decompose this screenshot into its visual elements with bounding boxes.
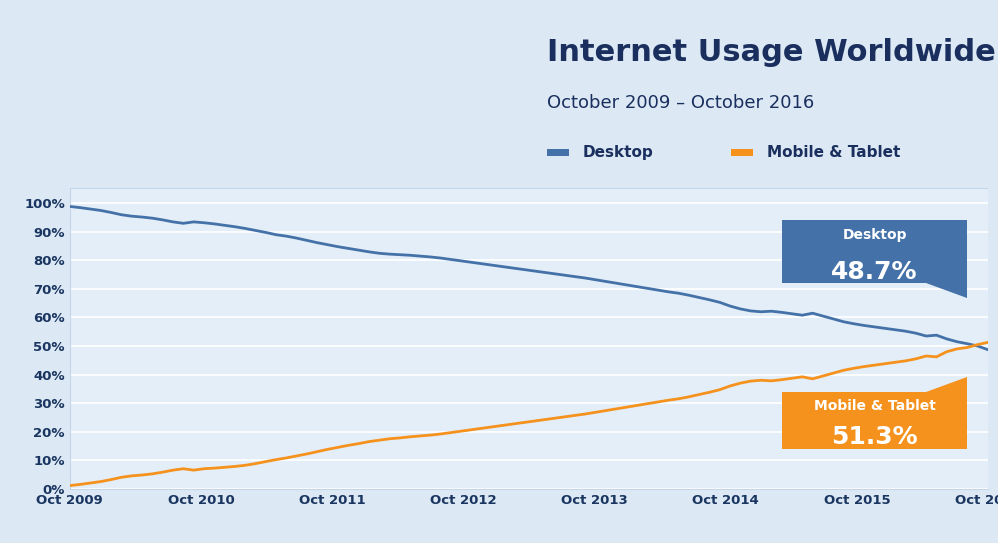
Text: Mobile & Tablet: Mobile & Tablet	[766, 145, 900, 160]
Text: Mobile & Tablet: Mobile & Tablet	[813, 399, 935, 413]
Text: Desktop: Desktop	[842, 228, 907, 242]
FancyBboxPatch shape	[547, 149, 569, 156]
Text: Internet Usage Worldwide: Internet Usage Worldwide	[547, 39, 996, 67]
Bar	[781, 392, 967, 449]
Polygon shape	[926, 377, 967, 392]
Bar	[781, 220, 967, 283]
Text: 48.7%: 48.7%	[831, 260, 918, 284]
Polygon shape	[926, 283, 967, 298]
Text: 51.3%: 51.3%	[831, 425, 918, 450]
Text: Desktop: Desktop	[583, 145, 654, 160]
FancyBboxPatch shape	[731, 149, 752, 156]
Text: October 2009 – October 2016: October 2009 – October 2016	[547, 93, 814, 111]
